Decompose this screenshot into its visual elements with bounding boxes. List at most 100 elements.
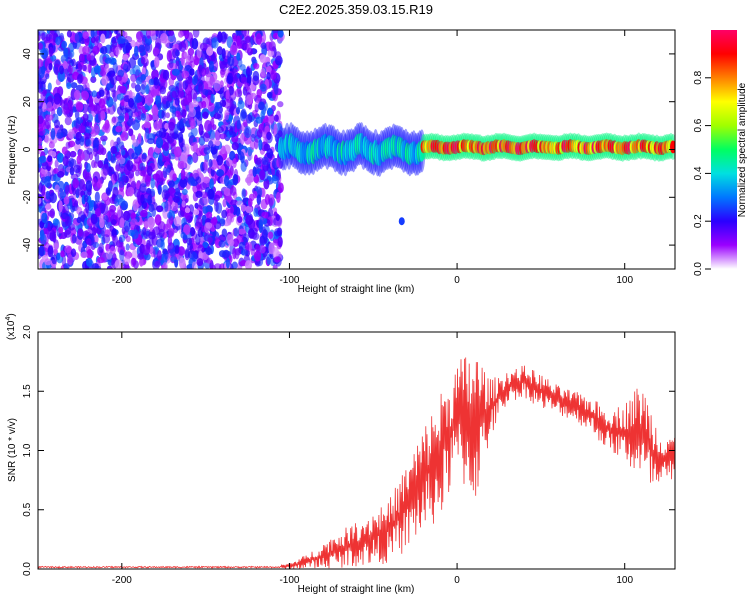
heatmap-cell [90,30,95,39]
heatmap-cell [169,105,177,113]
colorbar-tick-label: 0.0 [693,262,704,276]
heatmap-cell [106,90,111,101]
heatmap-cell [217,126,224,134]
heatmap-cell [158,127,167,139]
heatmap-cell [140,170,146,177]
heatmap-cell [181,109,187,119]
heatmap-cell [162,262,168,269]
heatmap-cell [144,35,153,46]
heatmap-cell [208,129,216,141]
heatmap-cell [209,60,214,73]
heatmap-cell [130,39,136,48]
heatmap-cell [82,113,89,122]
heatmap-cell [250,248,256,256]
heatmap-cell [162,166,168,179]
heatmap-cell [160,33,168,44]
snr-panel: -200 -100 0 100 0.0 0.5 1.0 1.5 2.0 Height of s… [5,313,676,595]
heatmap-cell [145,127,150,140]
heatmap-cell [79,136,85,146]
heatmap-cell [253,190,258,199]
colorbar-tick-label: 0.6 [693,118,704,132]
heatmap-cell [100,203,109,216]
heatmap-cell [200,48,208,60]
heatmap-cell [268,41,276,52]
heatmap-cell [173,216,182,227]
heatmap-cell [226,233,234,245]
heatmap-cell [78,125,87,134]
heatmap-cell [67,129,75,139]
heatmap-cell [90,67,96,78]
heatmap-cell [195,216,203,228]
heatmap-cell [218,240,226,248]
heatmap-cell [273,114,279,122]
heatmap-cell [187,176,196,185]
heatmap-cell [204,120,213,132]
heatmap-cell [190,126,198,137]
heatmap-cell [229,185,237,196]
heatmap-cell [48,46,54,57]
heatmap-cell [252,166,257,178]
y-tick-label: 0.0 [22,562,33,576]
heatmap-cell [141,200,148,210]
heatmap-cell [74,188,82,196]
heatmap-cell [111,219,117,226]
heatmap-cell [213,59,219,72]
heatmap-cell [192,141,199,154]
heatmap-cell [240,76,248,85]
heatmap-cell [53,167,59,174]
heatmap-cell [111,89,116,98]
heatmap-cell [200,191,209,199]
heatmap-cell [80,153,86,160]
heatmap-cell [188,101,195,112]
heatmap-cell [59,65,64,75]
heatmap-cell [201,100,207,109]
heatmap-cell [51,254,58,265]
heatmap-cell [96,256,105,264]
heatmap-cell [143,217,149,230]
snr-series [38,357,675,569]
heatmap-cell [107,150,112,161]
heatmap-cell [39,244,45,257]
heatmap-cell [197,64,203,72]
heatmap-cell [42,102,47,110]
y-tick-label: 20 [22,96,33,108]
heatmap-cell [190,119,196,130]
heatmap-cell [211,147,218,159]
heatmap-cell [47,245,54,258]
heatmap-cell [134,84,141,93]
heatmap-cell [130,212,137,219]
heatmap-cell [259,54,267,63]
heatmap-cell [243,126,252,139]
heatmap-cell [88,95,94,108]
heatmap-cell [209,76,216,86]
heatmap-cell [205,247,213,256]
heatmap-cell [168,152,177,160]
heatmap-cell [138,44,146,53]
heatmap-cell [142,244,151,256]
x-tick-label: 0 [454,575,460,586]
heatmap-cell [259,169,266,181]
heatmap-cell [45,133,50,144]
heatmap-cell [253,250,262,262]
heatmap-cell [63,229,72,238]
heatmap-cell [173,146,182,158]
heatmap-cell [277,182,284,193]
heatmap-cell [232,247,237,260]
heatmap-cell [148,78,155,86]
heatmap-cell [140,56,146,65]
heatmap-cell [132,65,141,76]
heatmap-cell [145,94,153,106]
heatmap-cell [242,119,248,127]
heatmap-cell [232,75,239,84]
heatmap-cell [53,96,61,105]
heatmap-cell [143,228,152,239]
heatmap-cell [250,133,256,142]
heatmap-cell [113,212,118,220]
heatmap-cell [76,155,82,165]
heatmap-cell [171,68,180,76]
heatmap-cell [242,233,250,243]
heatmap-cell [61,40,68,49]
heatmap-cell [213,79,222,92]
heatmap-cell [58,226,64,234]
heatmap-cell [86,248,93,260]
